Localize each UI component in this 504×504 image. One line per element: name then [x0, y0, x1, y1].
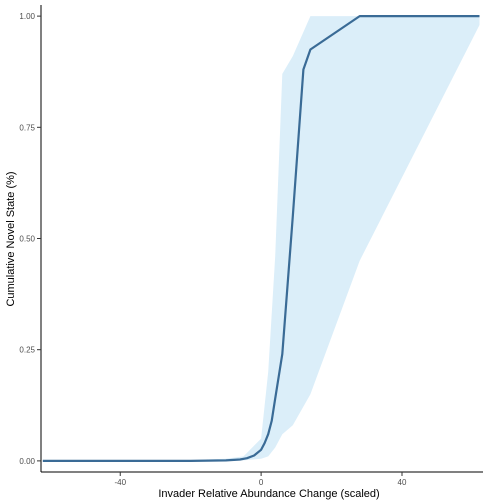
y-tick-label: 0.00	[19, 457, 35, 466]
y-axis-title: Cumulative Novel State (%)	[5, 171, 17, 306]
confidence-ribbon	[42, 16, 480, 461]
y-tick-label: 0.25	[19, 346, 35, 355]
axes: 0.00 0.25 0.50 0.75 1.00 -40 0 40	[19, 5, 483, 487]
confidence-ribbon-layer	[42, 16, 480, 461]
y-tick-label: 1.00	[19, 12, 35, 21]
y-tick-label: 0.50	[19, 235, 35, 244]
x-tick-label: 0	[259, 478, 264, 487]
series-line-layer	[42, 15, 480, 462]
x-tick-label: -40	[114, 478, 126, 487]
x-axis-title: Invader Relative Abundance Change (scale…	[158, 488, 379, 500]
series-line	[42, 15, 480, 462]
x-tick-label: 40	[398, 478, 407, 487]
y-tick-label: 0.75	[19, 123, 35, 132]
